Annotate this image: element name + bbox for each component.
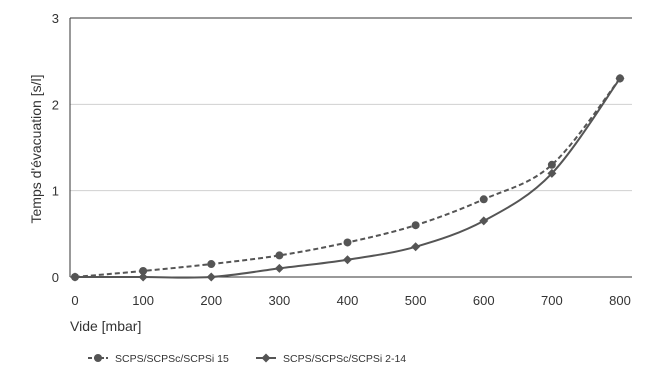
- y-axis-label: Temps d'évacuation [s/l]: [28, 75, 44, 224]
- data-point: [547, 168, 557, 178]
- legend-label: SCPS/SCPSc/SCPSi 15: [115, 353, 229, 365]
- y-tick-label: 2: [52, 97, 59, 112]
- legend-item: SCPS/SCPSc/SCPSi 2-14: [256, 353, 406, 365]
- series-line: [74, 77, 621, 278]
- axes: [69, 17, 632, 278]
- x-tick-label: 800: [609, 293, 631, 308]
- legend-item: SCPS/SCPSc/SCPSi 15: [88, 353, 229, 365]
- data-point: [139, 266, 148, 275]
- series-line: [75, 77, 621, 279]
- data-point: [70, 272, 80, 282]
- series-1: [71, 74, 624, 281]
- data-point: [343, 238, 352, 247]
- legend-marker: [261, 353, 271, 363]
- x-tick-label: 200: [200, 293, 222, 308]
- legend-label: SCPS/SCPSc/SCPSi 2-14: [283, 353, 406, 365]
- data-point: [343, 255, 352, 265]
- data-point: [479, 216, 489, 226]
- legend: SCPS/SCPSc/SCPSi 15 SCPS/SCPSc/SCPSi 2-14: [88, 353, 406, 365]
- y-tick-label: 0: [52, 270, 59, 285]
- data-point: [411, 242, 421, 252]
- data-point: [206, 272, 216, 282]
- grid: [70, 17, 632, 192]
- data-point: [479, 195, 488, 204]
- x-axis-label: Vide [mbar]: [70, 318, 141, 334]
- x-tick-label: 600: [473, 293, 495, 308]
- x-tick-label: 300: [269, 293, 291, 308]
- x-tick-label: 400: [337, 293, 359, 308]
- tick-labels: 0 1 2 3 0 100 200 300 400 500 600 700 800: [52, 11, 631, 308]
- y-tick-label: 1: [52, 184, 59, 199]
- data-point: [275, 251, 284, 260]
- data-point: [547, 160, 556, 169]
- data-point: [138, 272, 148, 282]
- x-tick-label: 100: [132, 293, 154, 308]
- data-point: [411, 221, 420, 230]
- x-tick-label: 500: [405, 293, 427, 308]
- y-tick-label: 3: [52, 11, 59, 26]
- series-2: [70, 73, 625, 282]
- series-layer: [70, 73, 625, 282]
- x-tick-label: 700: [541, 293, 563, 308]
- x-tick-label: 0: [71, 293, 78, 308]
- data-point: [274, 263, 284, 273]
- data-point: [207, 260, 216, 269]
- data-point: [615, 73, 625, 83]
- legend-marker: [94, 354, 102, 362]
